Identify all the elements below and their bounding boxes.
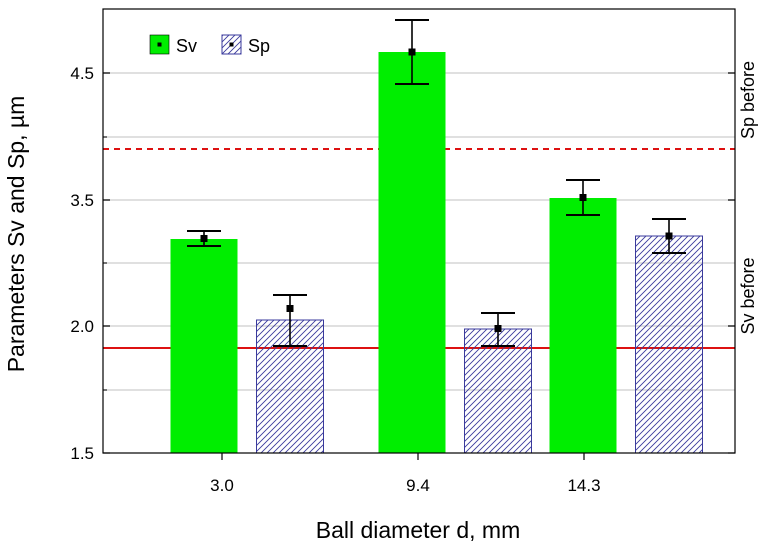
- error-bar: [652, 218, 686, 254]
- y-tick-label: 1.5: [70, 444, 94, 463]
- error-bar: [187, 230, 221, 247]
- legend-label-sv: Sv: [176, 36, 197, 56]
- bar-sv-14.3: [549, 198, 617, 453]
- bars: [170, 19, 703, 454]
- error-bar: [273, 294, 307, 347]
- mean-marker: [408, 48, 416, 56]
- y-tick-label: 3.5: [70, 191, 94, 210]
- plot-frame: [102, 8, 736, 454]
- mean-marker: [665, 232, 673, 240]
- mean-marker: [579, 194, 587, 201]
- error-bar: [481, 312, 515, 347]
- legend-marker-sv: [157, 42, 162, 47]
- x-tick-label: 9.4: [406, 476, 430, 495]
- y-tick-label: 2.0: [70, 317, 94, 336]
- legend-label-sp: Sp: [248, 36, 270, 56]
- legend: Sv Sp: [149, 34, 270, 56]
- error-bar: [395, 19, 429, 85]
- axis-ticks: 1.5 2.0 3.5 4.5 3.0 9.4 14.3: [70, 64, 735, 495]
- bar-sv-3.0: [170, 239, 238, 453]
- x-tick-label: 3.0: [210, 476, 234, 495]
- x-tick-label: 14.3: [567, 476, 600, 495]
- reference-line-label: Sv before: [738, 257, 758, 334]
- mean-marker: [494, 325, 502, 332]
- error-bar: [566, 179, 600, 216]
- y-axis-label: Parameters Sv and Sp, µm: [3, 96, 29, 373]
- bar-sv-9.4: [378, 52, 446, 453]
- reference-line-label: Sp before: [738, 61, 758, 139]
- x-axis-label: Ball diameter d, mm: [316, 517, 521, 543]
- bar-sp-9.4: [464, 328, 532, 454]
- mean-marker: [200, 235, 208, 242]
- bar-sp-14.3: [635, 235, 703, 454]
- mean-marker: [286, 305, 294, 312]
- y-tick-label: 4.5: [70, 64, 94, 83]
- legend-marker-sp: [229, 42, 234, 47]
